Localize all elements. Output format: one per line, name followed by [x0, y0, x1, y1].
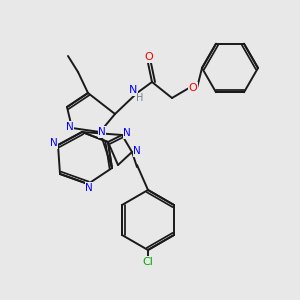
Text: Cl: Cl	[142, 257, 153, 267]
Text: N: N	[66, 122, 74, 132]
Text: H: H	[136, 93, 144, 103]
Text: N: N	[133, 146, 141, 156]
Text: N: N	[98, 127, 106, 137]
Text: N: N	[50, 138, 58, 148]
Text: N: N	[85, 183, 93, 193]
Text: O: O	[145, 52, 153, 62]
Text: O: O	[189, 83, 197, 93]
Text: N: N	[129, 85, 137, 95]
Text: N: N	[123, 128, 131, 138]
